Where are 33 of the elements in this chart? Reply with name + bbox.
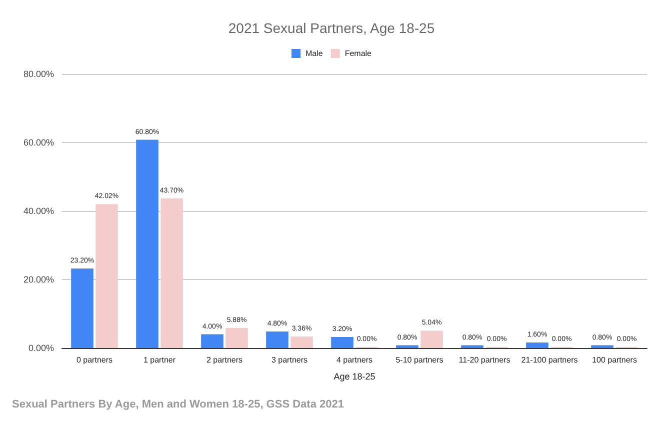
x-tick-label: 5-10 partners bbox=[396, 356, 444, 364]
bar bbox=[290, 336, 313, 348]
bar bbox=[331, 337, 354, 348]
x-tick-label: 11-20 partners bbox=[458, 356, 510, 364]
y-tick-label: 80.00% bbox=[23, 69, 54, 79]
x-tick-label: 21-100 partners bbox=[521, 356, 578, 364]
bar bbox=[266, 332, 288, 348]
y-tick-label: 20.00% bbox=[23, 274, 54, 284]
bar bbox=[201, 334, 224, 348]
bar bbox=[396, 345, 418, 348]
bar bbox=[136, 140, 158, 348]
x-tick-label: 3 partners bbox=[271, 356, 308, 364]
bar bbox=[96, 204, 118, 348]
bar bbox=[591, 345, 614, 348]
x-tick-label: 100 partners bbox=[592, 356, 637, 364]
x-tick-label: 0 partners bbox=[76, 356, 113, 364]
chart-title: 2021 Sexual Partners, Age 18-25 bbox=[228, 20, 435, 36]
bar bbox=[71, 268, 94, 348]
bar bbox=[420, 330, 443, 348]
bar bbox=[160, 198, 183, 348]
y-tick-label: 40.00% bbox=[23, 206, 54, 216]
x-axis-title: Age 18-25 bbox=[334, 372, 376, 382]
bar bbox=[526, 342, 548, 348]
text: Sexual Partners By Age, Men and Women 18-25, GSS Data 2021 bbox=[12, 398, 344, 410]
x-tick-label: 4 partners bbox=[336, 356, 373, 364]
x-tick-label: 1 partner bbox=[143, 356, 176, 364]
bar bbox=[226, 328, 248, 348]
bar bbox=[461, 345, 484, 348]
x-tick-label: 2 partners bbox=[206, 356, 243, 364]
y-tick-label: 60.00% bbox=[23, 138, 54, 148]
legend-label: Female bbox=[344, 49, 372, 58]
legend-label: Male bbox=[305, 49, 324, 58]
y-tick-label: 0.00% bbox=[28, 343, 54, 353]
